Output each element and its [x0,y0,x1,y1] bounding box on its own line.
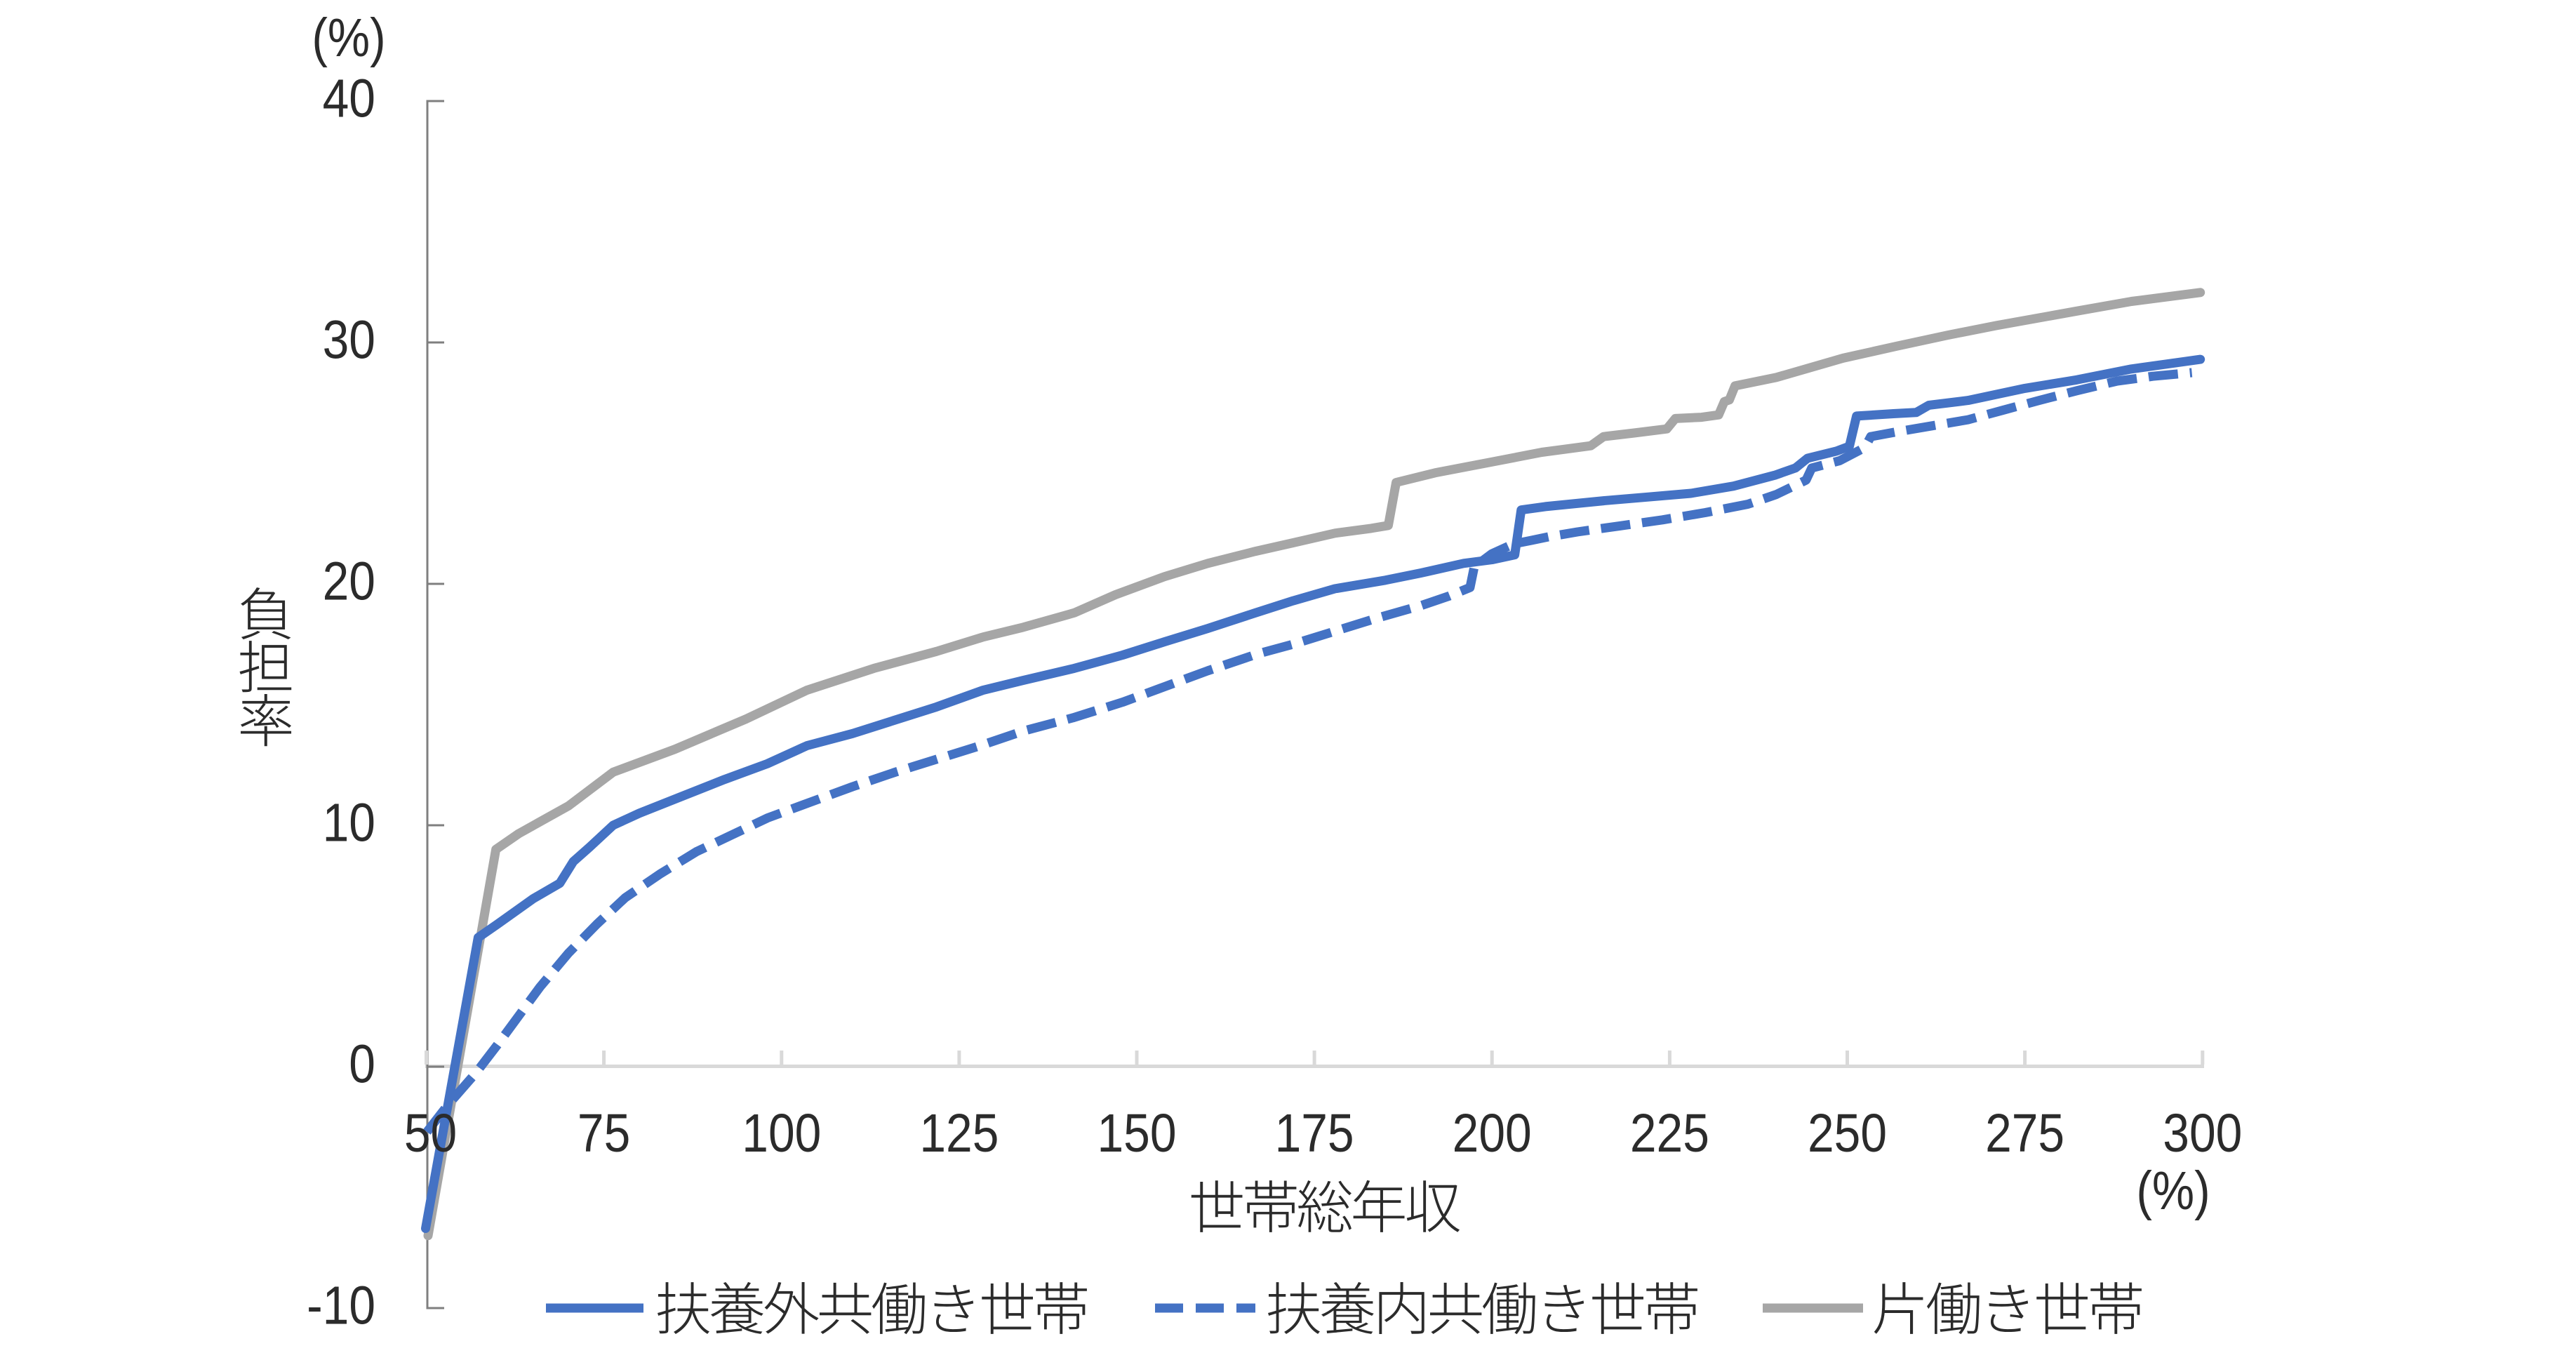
svg-text:40: 40 [323,68,375,128]
svg-text:(%): (%) [312,8,385,68]
svg-text:200: 200 [1453,1103,1532,1164]
svg-text:75: 75 [578,1103,630,1164]
svg-text:125: 125 [919,1103,999,1164]
svg-text:225: 225 [1630,1103,1709,1164]
svg-text:175: 175 [1275,1103,1354,1164]
svg-text:100: 100 [742,1103,821,1164]
svg-text:50: 50 [404,1103,457,1164]
svg-text:30: 30 [323,309,375,370]
svg-text:250: 250 [1808,1103,1887,1164]
svg-text:150: 150 [1097,1103,1176,1164]
svg-text:275: 275 [1985,1103,2064,1164]
svg-text:0: 0 [349,1034,375,1094]
svg-text:-10: -10 [307,1275,375,1335]
svg-text:20: 20 [323,551,375,611]
svg-text:300: 300 [2163,1103,2242,1164]
svg-text:10: 10 [323,792,375,853]
svg-text:(%): (%) [2136,1161,2210,1221]
